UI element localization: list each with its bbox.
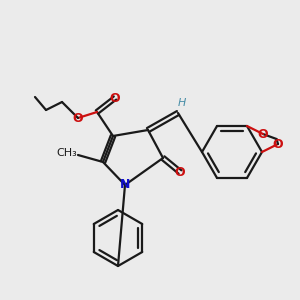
Text: O: O xyxy=(73,112,83,124)
Text: O: O xyxy=(110,92,120,104)
Text: CH₃: CH₃ xyxy=(57,148,77,158)
Text: O: O xyxy=(258,128,268,140)
Text: H: H xyxy=(178,98,186,108)
Text: O: O xyxy=(175,166,185,178)
Text: O: O xyxy=(273,137,283,151)
Text: N: N xyxy=(120,178,130,191)
